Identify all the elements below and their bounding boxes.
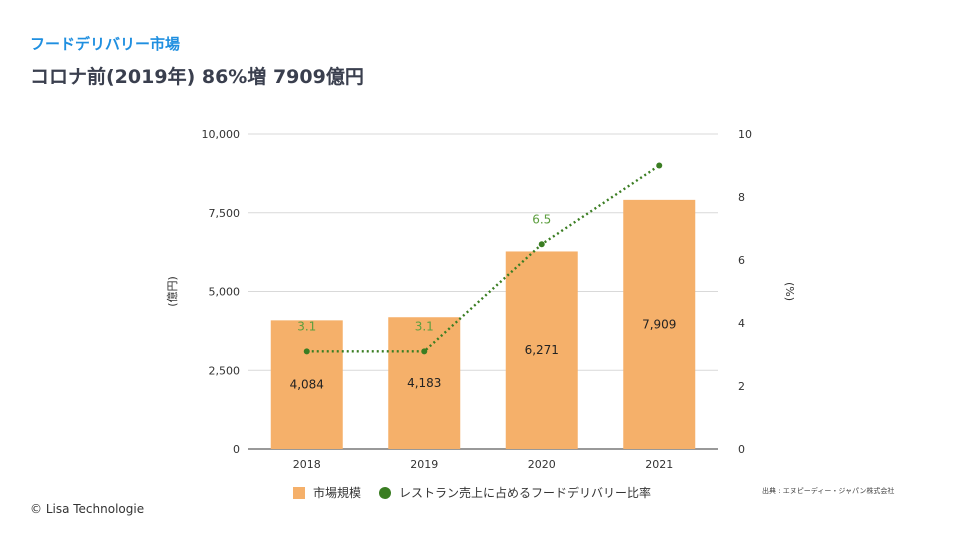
x-tick-label: 2019 (410, 458, 438, 471)
y-axis-title: (億円) (166, 276, 179, 307)
y2-tick-label: 10 (738, 128, 752, 141)
source-note: 出典 : エヌピーディー・ジャパン株式会社 (762, 487, 895, 495)
chart-subtitle: フードデリバリー市場 (30, 35, 181, 53)
x-tick-label: 2021 (645, 458, 673, 471)
y2-tick-label: 0 (738, 443, 745, 456)
bar (505, 251, 578, 449)
y-tick-label: 5,000 (209, 286, 241, 299)
legend-item-market-size: 市場規模 (293, 484, 361, 501)
line-data-label: 3.1 (297, 319, 316, 333)
x-tick-label: 2020 (528, 458, 556, 471)
bar-swatch-icon (293, 486, 305, 499)
line-dot-swatch-icon (379, 486, 392, 499)
line-point (303, 348, 310, 355)
copyright: © Lisa Technologie (30, 502, 145, 516)
chart-legend: 市場規模 レストラン売上に占めるフードデリバリー比率 (293, 484, 669, 501)
y-tick-label: 2,500 (209, 364, 241, 377)
line-data-label: 6.5 (532, 212, 551, 226)
bar-data-label: 4,183 (407, 376, 441, 390)
chart-headline: コロナ前(2019年) 86%増 7909億円 (30, 66, 364, 88)
legend-item-delivery-ratio: レストラン売上に占めるフードデリバリー比率 (379, 484, 651, 501)
line-point (538, 241, 545, 248)
bar (388, 317, 461, 449)
legend-label-market-size: 市場規模 (313, 486, 362, 500)
bar (270, 320, 343, 449)
y-tick-label: 10,000 (202, 128, 241, 141)
bar (623, 199, 696, 449)
y-tick-label: 0 (233, 443, 240, 456)
legend-label-delivery-ratio: レストラン売上に占めるフードデリバリー比率 (399, 486, 652, 500)
line-point (656, 162, 663, 169)
line-series (306, 164, 660, 353)
bar-data-label: 6,271 (525, 343, 559, 357)
y2-tick-label: 4 (738, 317, 745, 330)
y2-tick-label: 2 (738, 380, 745, 393)
line-data-label: 3.1 (415, 319, 434, 333)
bar-data-label: 4,084 (290, 378, 324, 392)
y-tick-label: 7,500 (209, 207, 241, 220)
y2-tick-label: 6 (738, 254, 745, 267)
bar-data-label: 7,909 (642, 317, 676, 331)
y2-tick-label: 8 (738, 191, 745, 204)
y2-axis-title: (%) (783, 282, 796, 301)
line-point (421, 348, 428, 355)
x-tick-label: 2018 (293, 458, 321, 471)
